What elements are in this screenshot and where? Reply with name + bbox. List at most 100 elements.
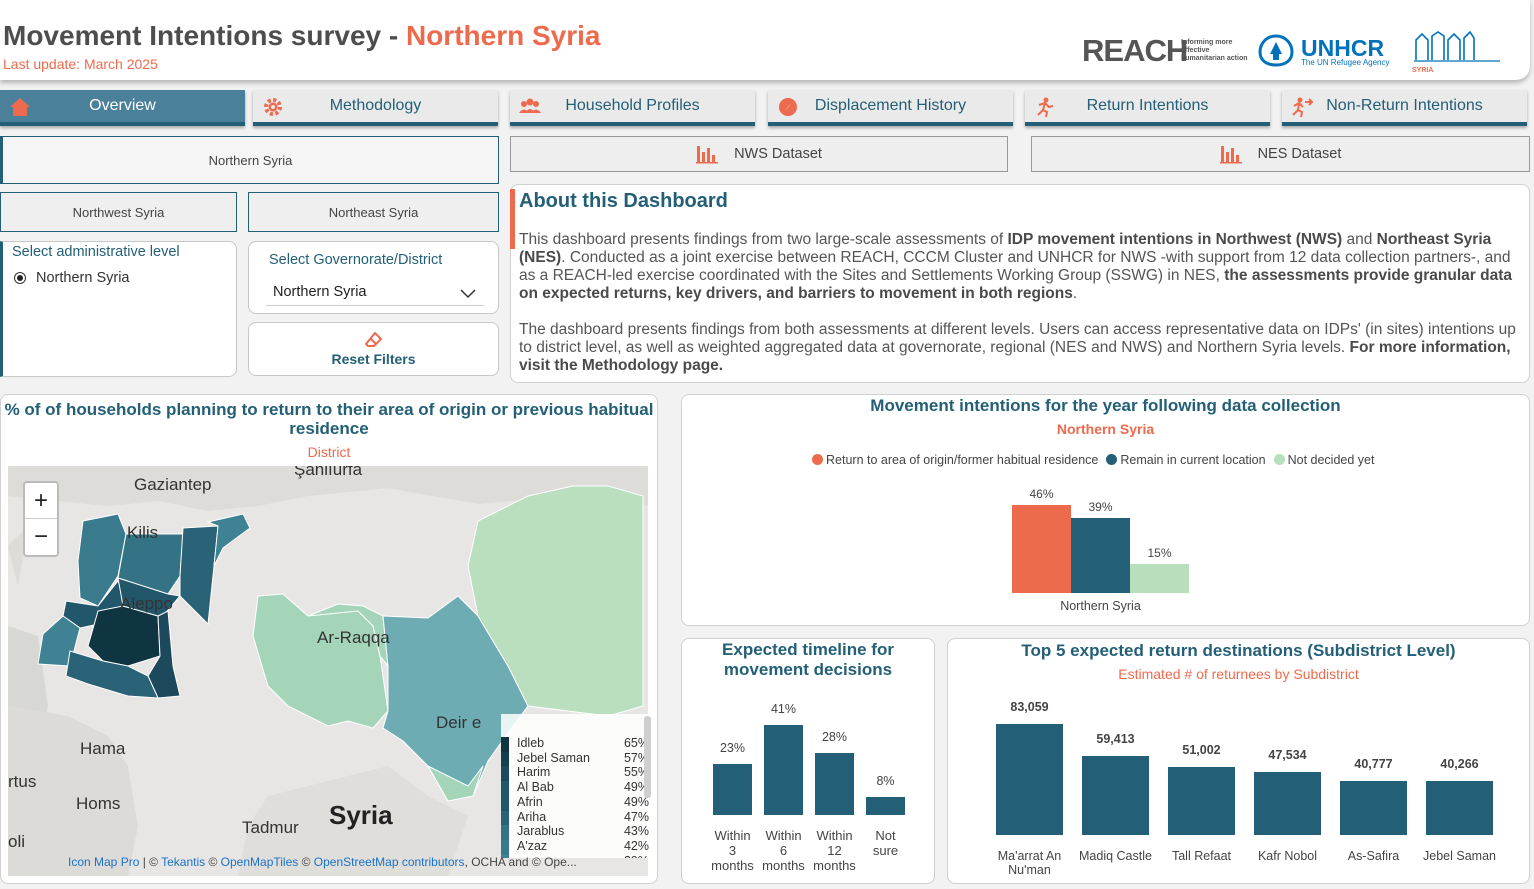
unhcr-logo: UNHCR: [1301, 35, 1385, 61]
timeline-bar[interactable]: [713, 764, 752, 815]
intentions-bar[interactable]: [1130, 564, 1189, 593]
governorate-label: Select Governorate/District: [269, 252, 443, 268]
legend-district-name: Jarablus: [517, 824, 565, 839]
legend-row[interactable]: A'zaz 42%: [501, 838, 649, 855]
legend-value: 49%: [623, 780, 649, 795]
destination-x-label: Tall Refaat: [1171, 849, 1232, 863]
destination-x-label: Madiq Castle: [1079, 849, 1152, 863]
legend-item-return[interactable]: Return to area of origin/former habitual…: [812, 453, 1098, 467]
reach-logo-tagline: Informing more effective humanitarian ac…: [1181, 39, 1248, 62]
map-legend[interactable]: Idleb 65% Jebel Saman 57% Harim 55% Al Bab 49% A…: [501, 714, 651, 858]
tab-return-intentions[interactable]: Return Intentions: [1025, 90, 1270, 126]
destination-bar[interactable]: [996, 724, 1063, 835]
legend-district-name: A'zaz: [517, 838, 548, 853]
admin-level-option[interactable]: Northern Syria: [14, 270, 129, 286]
legend-district-name: Jebel Saman: [517, 750, 590, 765]
legend-scrollbar[interactable]: [644, 716, 651, 798]
intentions-bar[interactable]: [1012, 504, 1071, 593]
about-card: [510, 184, 1530, 383]
radio-selected-icon[interactable]: [14, 272, 26, 284]
zoom-in-button[interactable]: +: [25, 483, 57, 519]
legend-item-remain[interactable]: Remain in current location: [1106, 453, 1266, 467]
legend-value: 65%: [623, 736, 649, 750]
destination-bar[interactable]: [1254, 771, 1321, 835]
legend-row[interactable]: Idleb 65%: [501, 736, 649, 752]
tab-displacement-history[interactable]: Displacement History: [768, 90, 1013, 126]
cccm-logo-tagline: SYRIA: [1412, 67, 1434, 74]
destination-bar[interactable]: [1340, 780, 1407, 835]
legend-value: 55%: [623, 765, 649, 780]
destination-bar[interactable]: [1168, 766, 1235, 835]
map-place-tripoli: oli: [8, 832, 26, 851]
destination-bar[interactable]: [1082, 755, 1149, 835]
gear-icon: [264, 98, 282, 116]
unhcr-emblem-icon: [1258, 34, 1294, 67]
icon-map-pro-link[interactable]: Icon Map Pro: [68, 855, 140, 869]
legend-swatch: [501, 810, 509, 826]
destination-bar-label: 40,777: [1354, 756, 1393, 771]
legend-row[interactable]: Afrin 49%: [501, 795, 649, 811]
destination-bar[interactable]: [1426, 781, 1493, 835]
legend-row[interactable]: Jebel Saman 57%: [501, 750, 649, 767]
legend-row[interactable]: Harim 55%: [501, 765, 649, 782]
legend-district-name: Harim: [517, 765, 551, 780]
tab-non-return-intentions[interactable]: Non-Return Intentions: [1282, 90, 1527, 126]
reset-filters-button[interactable]: Reset Filters: [248, 322, 499, 376]
destination-bar-label: 59,413: [1096, 731, 1135, 746]
legend-row[interactable]: Jarablus 43%: [501, 824, 649, 841]
choropleth-map[interactable]: Şanlıurfa Gaziantep Kilis Aleppo Ar-Raqq…: [8, 466, 648, 876]
compass-icon: [779, 98, 797, 116]
legend-district-name: Idleb: [517, 736, 545, 750]
map-place-sanliurfa: Şanlıurfa: [294, 466, 363, 479]
timeline-bar-label: 23%: [719, 741, 746, 756]
legend-row[interactable]: Ariha 47%: [501, 809, 649, 826]
timeline-bar-label: 28%: [821, 730, 848, 745]
eraser-icon: [365, 332, 383, 347]
destination-bar-label: 83,059: [1010, 700, 1049, 715]
admin-level-label: Select administrative level: [12, 244, 180, 260]
tab-methodology[interactable]: Methodology: [253, 90, 498, 126]
timeline-bar[interactable]: [764, 724, 803, 815]
reach-logo: REACH: [1082, 33, 1188, 68]
openmaptiles-link[interactable]: OpenMapTiles: [220, 855, 299, 869]
northeast-syria-button[interactable]: Northeast Syria: [248, 192, 499, 232]
timeline-bar[interactable]: [866, 797, 905, 815]
timeline-bar[interactable]: [815, 753, 854, 815]
legend-row[interactable]: Al Bab 49%: [501, 780, 649, 797]
intentions-title: Movement intentions for the year followi…: [870, 396, 1341, 415]
governorate-slicer: Select Governorate/District Northern Syr…: [248, 241, 499, 314]
northern-syria-button[interactable]: Northern Syria: [0, 136, 499, 184]
admin-level-slicer: Select administrative level Northern Syr…: [0, 241, 237, 377]
runner-arrow-icon: [1292, 97, 1314, 118]
map-place-tartus: rtus: [8, 772, 37, 791]
destination-bar-label: 51,002: [1182, 742, 1221, 757]
nws-dataset-button[interactable]: NWS Dataset: [510, 136, 1008, 172]
intentions-bar[interactable]: [1071, 518, 1130, 593]
tab-overview[interactable]: Overview: [0, 90, 245, 126]
destinations-title: Top 5 expected return destinations (Subd…: [1021, 641, 1456, 660]
bar-chart-icon: [1219, 146, 1242, 164]
governorate-dropdown[interactable]: Northern Syria: [266, 278, 484, 306]
legend-row[interactable]: 39%: [501, 854, 649, 858]
destination-x-label: As-Safira: [1347, 849, 1400, 863]
nes-dataset-button[interactable]: NES Dataset: [1031, 136, 1530, 172]
map-attribution: Icon Map Pro | © Tekantis © OpenMapTiles…: [68, 855, 577, 869]
timeline-title: Expected timeline for movement decisions: [722, 640, 894, 679]
map-place-tadmur: Tadmur: [242, 818, 299, 837]
bar-chart-icon: [696, 146, 719, 164]
about-paragraph-2: The dashboard presents findings from bot…: [519, 321, 1516, 374]
map-place-hama: Hama: [80, 739, 126, 758]
tab-household-profiles[interactable]: Household Profiles: [510, 90, 755, 126]
destinations-subtitle: Estimated # of returnees by Subdistrict: [1118, 666, 1359, 682]
tekantis-link[interactable]: Tekantis: [161, 855, 206, 869]
timeline-x-label: Not sure: [872, 828, 899, 858]
legend-value: 57%: [623, 750, 649, 765]
zoom-out-button[interactable]: −: [33, 523, 48, 550]
northwest-syria-button[interactable]: Northwest Syria: [0, 192, 237, 232]
page-title: Movement Intentions survey - Northern Sy…: [3, 20, 601, 51]
legend-district-name: Ariha: [517, 809, 547, 824]
map-place-deir-ez-zor: Deir e: [436, 713, 482, 732]
osm-link[interactable]: OpenStreetMap contributors: [313, 855, 465, 869]
legend-item-not-decided[interactable]: Not decided yet: [1273, 453, 1374, 467]
